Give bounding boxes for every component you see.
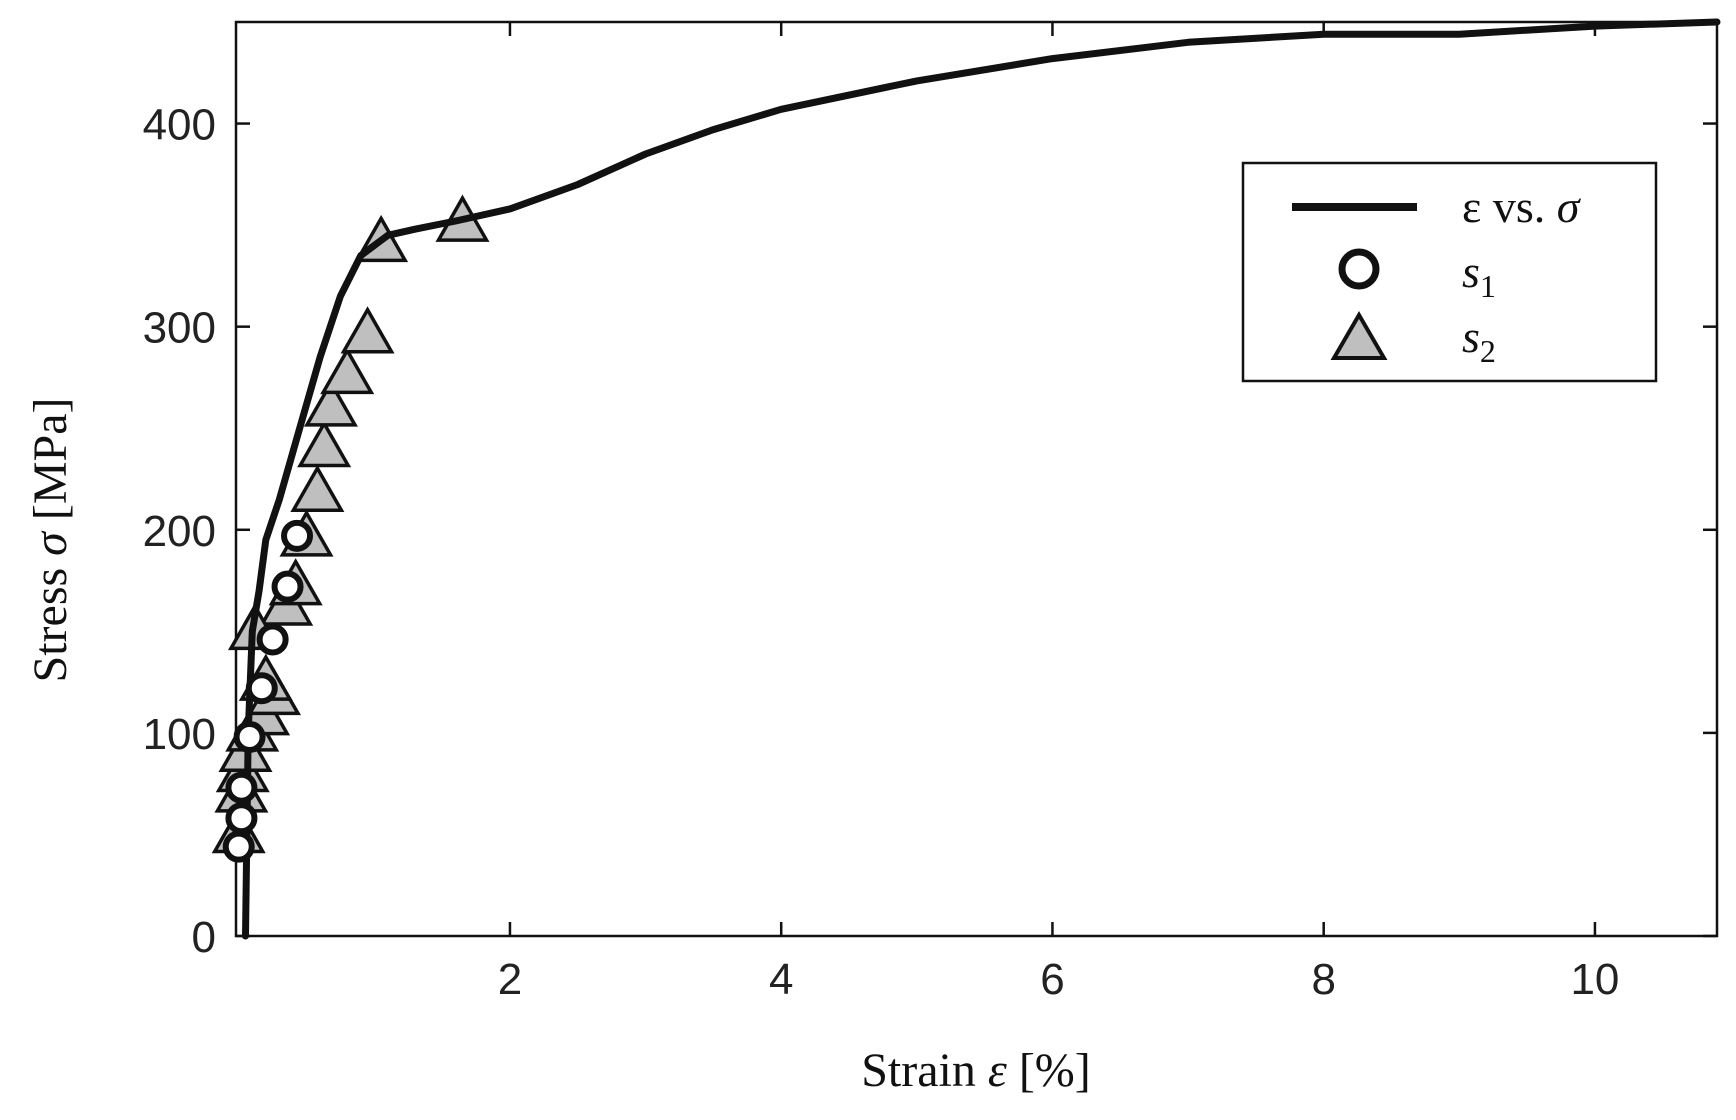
x-tick-label: 4 [769, 955, 793, 1004]
y-tick-label: 200 [143, 507, 216, 556]
s2-point [340, 306, 395, 354]
s1-point [271, 570, 304, 603]
x-axis-ticks: 2 4 6 8 10 [498, 22, 1619, 1004]
y-tick-label: 100 [143, 710, 216, 759]
y-axis-label: Stress σ [MPa] [24, 397, 77, 682]
s1-point [225, 802, 258, 835]
s2-point [297, 420, 352, 468]
x-axis-label: Strain ε [%] [861, 1044, 1091, 1097]
x-tick-label: 6 [1040, 955, 1064, 1004]
y-axis-ticks: 0 100 200 300 400 [143, 101, 1717, 962]
x-tick-label: 2 [498, 955, 522, 1004]
plot-area-frame [234, 20, 1719, 938]
s1-point [233, 720, 266, 753]
s2-point [290, 464, 345, 512]
legend-box [1241, 161, 1658, 383]
legend: ε vs. σ s1 s2 [1241, 161, 1658, 383]
legend-triangle-swatch [1330, 311, 1388, 360]
x-tick-label: 10 [1570, 955, 1619, 1004]
series-layer [211, 18, 1721, 940]
legend-label-curve: ε vs. σ [1462, 181, 1582, 232]
s1-point [281, 519, 314, 552]
y-tick-label: 0 [192, 913, 216, 962]
s1-point [222, 830, 255, 863]
s2-point [320, 346, 375, 395]
legend-label-s1: s1 [1462, 246, 1496, 304]
s1-point [256, 623, 289, 656]
s2-point [303, 379, 358, 427]
strain-stress-curve [242, 18, 1721, 940]
legend-circle-swatch [1338, 248, 1380, 290]
y-tick-label: 300 [143, 304, 216, 353]
y-tick-label: 400 [143, 101, 216, 150]
x-tick-label: 8 [1311, 955, 1335, 1004]
s1-point [225, 771, 258, 804]
s1-point [245, 672, 278, 705]
legend-label-s2: s2 [1462, 311, 1496, 369]
